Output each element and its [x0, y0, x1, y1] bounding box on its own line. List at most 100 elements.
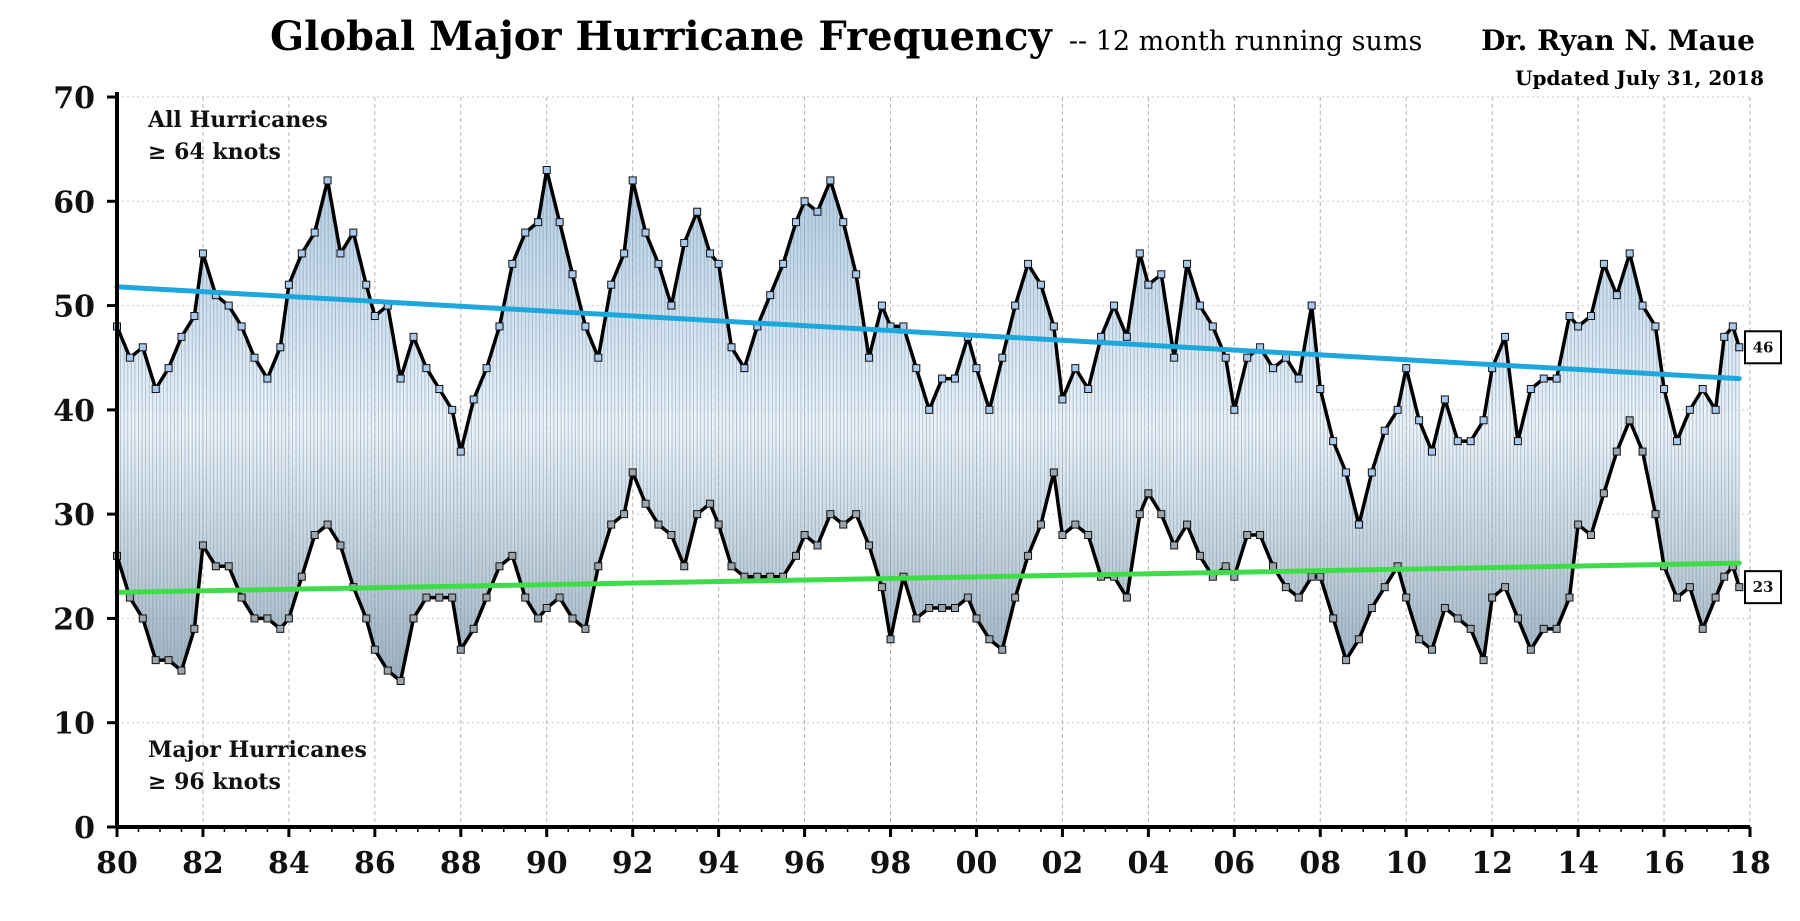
point-all-92 — [1243, 353, 1252, 362]
end-label-text-all: 46 — [1753, 338, 1774, 356]
point-all-7 — [198, 249, 207, 258]
point-all-85 — [1157, 270, 1166, 279]
x-tick-label-10: 10 — [1385, 846, 1427, 881]
point-all-82 — [1122, 332, 1131, 341]
chart-author: Dr. Ryan N. Maue — [1481, 24, 1755, 57]
point-all-103 — [1380, 426, 1389, 435]
point-all-73 — [1011, 301, 1020, 310]
point-all-27 — [448, 405, 457, 414]
point-major-15 — [297, 572, 306, 581]
point-all-39 — [594, 353, 603, 362]
point-major-92 — [1243, 531, 1252, 539]
point-major-22 — [383, 666, 392, 675]
point-all-125 — [1651, 322, 1660, 331]
point-major-98 — [1316, 572, 1325, 581]
annotation-all-hurricanes: All Hurricanes — [147, 107, 328, 133]
point-all-24 — [409, 332, 418, 341]
point-major-36 — [555, 593, 564, 602]
point-all-130 — [1711, 405, 1720, 414]
point-major-48 — [706, 499, 715, 508]
point-all-114 — [1513, 437, 1522, 446]
point-major-40 — [607, 520, 616, 529]
point-major-1 — [125, 593, 134, 602]
series-lines — [113, 166, 1744, 685]
point-all-120 — [1586, 312, 1595, 320]
point-all-59 — [839, 218, 848, 227]
point-major-94 — [1268, 562, 1277, 571]
point-major-25 — [422, 593, 431, 602]
point-all-86 — [1170, 353, 1179, 362]
point-all-37 — [568, 270, 577, 279]
point-all-81 — [1109, 301, 1118, 310]
point-major-72 — [998, 645, 1007, 654]
point-all-13 — [276, 343, 285, 352]
point-major-113 — [1501, 583, 1510, 592]
point-major-85 — [1157, 510, 1166, 519]
point-major-21 — [370, 645, 379, 654]
y-tick-label-50: 50 — [53, 290, 95, 325]
point-major-5 — [177, 666, 186, 675]
point-all-62 — [877, 301, 886, 310]
point-major-44 — [654, 520, 663, 529]
point-major-108 — [1440, 604, 1449, 612]
point-major-10 — [237, 593, 246, 602]
axes — [107, 92, 1752, 837]
point-major-129 — [1698, 624, 1707, 633]
range-fill — [116, 170, 1740, 681]
point-major-6 — [190, 624, 199, 633]
point-major-87 — [1183, 520, 1192, 529]
x-tick-label-02: 02 — [1042, 846, 1084, 881]
y-tick-label-60: 60 — [53, 185, 95, 220]
end-label-box-major — [1744, 570, 1782, 605]
point-major-90 — [1221, 562, 1230, 571]
point-all-107 — [1427, 447, 1436, 456]
x-tick-label-88: 88 — [440, 846, 482, 881]
chart-updated: Updated July 31, 2018 — [1515, 66, 1764, 90]
point-major-97 — [1307, 572, 1316, 581]
point-major-111 — [1479, 656, 1488, 665]
point-all-99 — [1329, 437, 1338, 446]
point-all-122 — [1612, 291, 1621, 300]
y-tick-label-40: 40 — [53, 394, 95, 429]
point-major-70 — [972, 614, 981, 623]
point-all-18 — [336, 249, 345, 258]
point-major-96 — [1294, 593, 1303, 602]
point-major-50 — [727, 562, 736, 571]
point-major-131 — [1720, 572, 1729, 581]
point-all-87 — [1183, 259, 1192, 268]
y-tick-label-20: 20 — [53, 602, 95, 637]
point-major-2 — [138, 614, 147, 623]
point-all-43 — [641, 228, 650, 237]
point-all-1 — [125, 353, 134, 362]
chart-title: Global Major Hurricane Frequency -- 12 m… — [270, 13, 1422, 60]
point-all-108 — [1440, 395, 1449, 404]
y-tick-label-30: 30 — [53, 498, 95, 533]
point-all-126 — [1660, 385, 1669, 393]
point-major-63 — [886, 635, 895, 644]
point-all-5 — [177, 332, 186, 341]
point-all-98 — [1316, 385, 1325, 393]
point-all-100 — [1342, 468, 1351, 477]
point-major-59 — [839, 520, 848, 529]
point-major-130 — [1711, 593, 1720, 602]
point-all-35 — [542, 166, 551, 174]
point-major-93 — [1256, 531, 1265, 539]
x-tick-label-14: 14 — [1557, 846, 1599, 881]
annotation-major-hurricanes: Major Hurricanes — [148, 737, 367, 763]
point-major-60 — [852, 510, 861, 519]
end-label-text-major: 23 — [1753, 578, 1774, 596]
point-all-84 — [1144, 280, 1153, 289]
point-all-116 — [1539, 374, 1548, 383]
point-major-17 — [323, 520, 332, 529]
point-major-33 — [521, 593, 530, 602]
point-all-121 — [1599, 259, 1608, 268]
point-major-99 — [1329, 614, 1338, 623]
point-all-109 — [1453, 437, 1462, 446]
point-major-106 — [1415, 635, 1424, 644]
point-all-41 — [620, 249, 629, 258]
point-major-133 — [1735, 583, 1744, 592]
point-all-48 — [706, 249, 715, 258]
point-all-83 — [1135, 249, 1144, 258]
point-all-58 — [826, 176, 835, 185]
point-all-51 — [740, 364, 749, 373]
